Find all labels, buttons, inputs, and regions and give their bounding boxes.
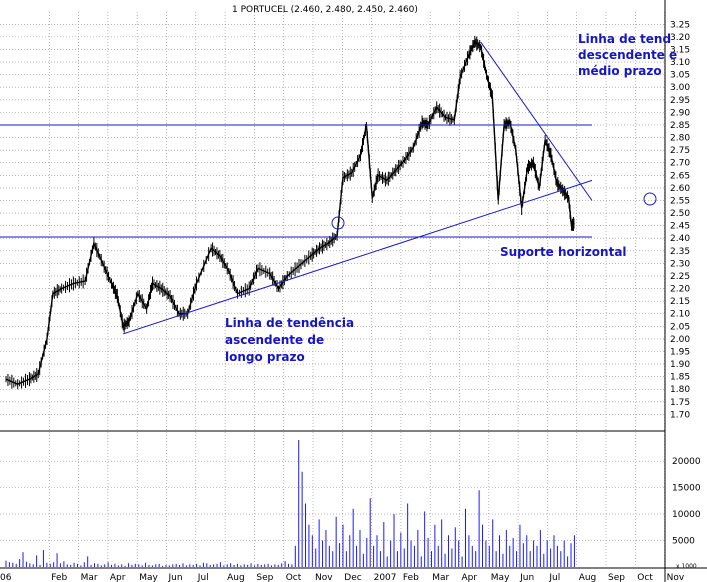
month-tick-label: Oct (286, 573, 302, 582)
month-tick-label: Oct (637, 573, 653, 582)
price-tick-label: 2.40 (670, 234, 690, 244)
trendline-medium-term-descending (480, 41, 593, 201)
annotation-text: Linha de tendência (225, 316, 354, 330)
price-tick-label: 1.90 (670, 360, 690, 370)
volume-tick-label: 15000 (672, 484, 701, 494)
annotation-text: Suporte horizontal (500, 245, 627, 259)
volume-tick-label: 20000 (672, 457, 701, 467)
breakout-marker (331, 216, 345, 230)
volume-bars (5, 440, 575, 567)
price-tick-label: 2.60 (670, 184, 690, 194)
price-tick-label: 2.10 (670, 310, 690, 320)
grid (0, 12, 665, 567)
price-tick-label: 3.20 (670, 33, 690, 43)
price-tick-label: 1.95 (670, 347, 690, 357)
price-tick-label: 3.10 (670, 58, 690, 68)
price-tick-label: 3.25 (670, 20, 690, 30)
price-tick-label: 2.90 (670, 108, 690, 118)
month-tick-label: Apr (110, 573, 126, 582)
price-tick-label: 2.65 (670, 171, 690, 181)
price-tick-label: 1.75 (670, 398, 690, 408)
breakdown-marker (643, 192, 657, 206)
month-tick-label: Mar (81, 573, 98, 582)
trendline-long-term-ascending (123, 179, 593, 335)
month-tick-label: Aug (227, 573, 245, 582)
month-tick-label: Jun (168, 573, 183, 582)
volume-tick-label: 10000 (672, 510, 701, 520)
price-tick-label: 2.00 (670, 335, 690, 345)
price-tick-label: 2.85 (670, 121, 690, 131)
price-tick-label: 1.85 (670, 373, 690, 383)
month-tick-label: May (491, 573, 510, 582)
annotation-text: longo prazo (225, 350, 305, 364)
price-tick-label: 2.80 (670, 134, 690, 144)
annotation-text: médio prazo (578, 64, 662, 78)
month-tick-label: Feb (403, 573, 419, 582)
price-tick-label: 2.50 (670, 209, 690, 219)
price-tick-label: 3.05 (670, 71, 690, 81)
price-tick-label: 2.05 (670, 322, 690, 332)
price-tick-label: 2.25 (670, 272, 690, 282)
month-tick-label: Jul (548, 573, 560, 582)
month-tick-label: Nov (667, 573, 685, 582)
month-tick-label: Sep (608, 573, 625, 582)
price-tick-label: 2.75 (670, 146, 690, 156)
volume-unit-label: x 1000 (676, 563, 697, 570)
price-tick-label: 1.70 (670, 410, 690, 420)
price-tick-label: 2.20 (670, 285, 690, 295)
month-tick-label: Nov (315, 573, 333, 582)
month-tick-label: May (139, 573, 158, 582)
chart-title: 1 PORTUCEL (2.460, 2.480, 2.450, 2.460) (232, 5, 418, 15)
annotation-text: ascendente de (225, 333, 324, 347)
month-tick-label: Sep (256, 573, 273, 582)
month-tick-label: Mar (432, 573, 449, 582)
month-tick-label: Dec (344, 573, 361, 582)
month-tick-label: Aug (579, 573, 597, 582)
annotations: Linha de tendência ascendente de longo pra… (225, 32, 677, 364)
month-tick-label: 2007 (374, 573, 397, 582)
price-tick-label: 2.45 (670, 222, 690, 232)
month-tick-label: Jun (519, 573, 534, 582)
price-tick-label: 2.70 (670, 159, 690, 169)
price-tick-label: 1.80 (670, 385, 690, 395)
price-tick-label: 3.00 (670, 83, 690, 93)
price-tick-label: 3.15 (670, 45, 690, 55)
price-tick-label: 2.15 (670, 297, 690, 307)
month-tick-label: Apr (462, 573, 478, 582)
trendlines (0, 41, 657, 335)
annotation-text: descendente e (578, 48, 677, 62)
price-tick-label: 2.55 (670, 196, 690, 206)
month-tick-label: Feb (51, 573, 67, 582)
price-tick-label: 2.95 (670, 96, 690, 106)
volume-tick-label: 5000 (672, 537, 695, 547)
month-tick-label: 06 (0, 573, 12, 582)
price-tick-label: 2.30 (670, 259, 690, 269)
annotation-text: Linha de tend (578, 32, 671, 46)
price-tick-label: 2.35 (670, 247, 690, 257)
month-tick-label: Jul (197, 573, 209, 582)
